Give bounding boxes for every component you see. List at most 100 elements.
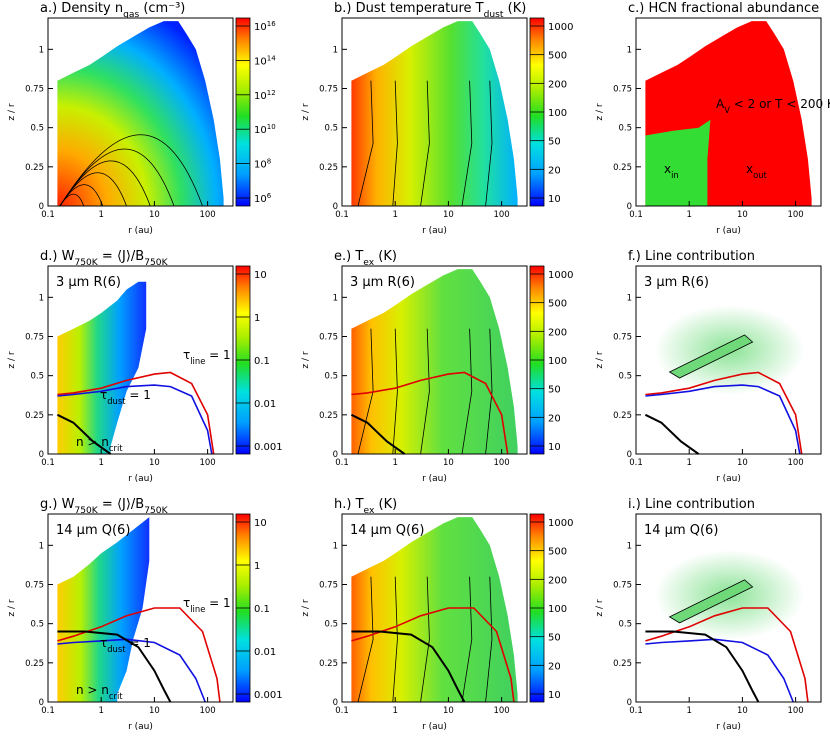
x-tick-label: 0.1 [629, 210, 643, 220]
line-label: 3 μm R(6) [644, 275, 709, 290]
tau-line-curve [57, 371, 215, 455]
y-tick-label: 0 [333, 698, 338, 708]
y-axis-label: z / r [595, 103, 605, 120]
colorbar-tick-label: 10 [254, 518, 267, 529]
axes-frame [47, 265, 234, 455]
temperature-contour [461, 328, 473, 455]
y-tick-label: 0.5 [324, 124, 338, 134]
heatmap-region [351, 517, 518, 702]
n-crit-label: n > ncrit [76, 683, 123, 701]
x-tick-label: 10 [443, 458, 454, 468]
y-tick-label: 1 [333, 293, 338, 303]
y-tick-label: 0 [627, 202, 632, 212]
axes-frame [47, 17, 234, 207]
tau-line-curve [645, 371, 803, 455]
x-tick-label: 100 [493, 706, 509, 716]
colorbar-tick-label: 0.1 [254, 356, 270, 367]
x-tick-label: 0.1 [335, 458, 349, 468]
colorbar-tick-label: 20 [548, 165, 561, 176]
tau-line-curve [57, 607, 221, 703]
density-contour [59, 134, 203, 207]
x-axis-label: r (au) [716, 722, 741, 732]
n-crit-curve [645, 630, 760, 703]
x-tick-label: 100 [199, 210, 215, 220]
annotation-x-in: xin [664, 162, 679, 180]
x-tick-label: 0.1 [41, 210, 55, 220]
temperature-contour [392, 80, 398, 207]
y-axis-label: z / r [7, 599, 17, 616]
temperature-contour [357, 80, 374, 207]
x-tick-label: 10 [737, 706, 748, 716]
x-axis-label: r (au) [422, 722, 447, 732]
tau-line-curve [645, 607, 809, 703]
y-axis-label: z / r [7, 103, 17, 120]
colorbar [235, 17, 251, 207]
n-crit-curve [644, 413, 700, 455]
colorbar-tick-label: 0.01 [254, 399, 276, 410]
colorbar-tick-label: 1016 [254, 20, 276, 33]
y-axis-label: z / r [301, 103, 311, 120]
colorbar-tick-label: 1 [254, 561, 260, 572]
axes-frame [635, 513, 822, 703]
annotation-x-out: xout [746, 162, 768, 180]
temperature-contour [461, 576, 473, 703]
y-tick-label: 0.75 [25, 581, 44, 591]
colorbar-tick-label: 50 [548, 385, 561, 396]
y-tick-label: 0.25 [319, 163, 338, 173]
heatmap-region [351, 21, 518, 206]
colorbar-tick-label: 10 [548, 690, 561, 701]
x-tick-label: 100 [787, 458, 803, 468]
colorbar-tick-label: 50 [548, 633, 561, 644]
tau-dust-label: τdust = 1 [100, 636, 151, 654]
y-tick-label: 0.75 [613, 333, 632, 343]
y-tick-label: 0.5 [618, 124, 632, 134]
tau-dust-curve [645, 384, 801, 455]
y-axis-label: z / r [301, 599, 311, 616]
y-tick-label: 0.5 [324, 620, 338, 630]
line-label: 3 μm R(6) [56, 275, 121, 290]
panel-title: f.) Line contribution [628, 249, 755, 264]
temperature-contour [392, 576, 398, 703]
colorbar-tick-label: 50 [548, 137, 561, 148]
y-tick-label: 0.5 [618, 620, 632, 630]
colorbar-tick-label: 1000 [548, 270, 573, 281]
colorbar-tick-label: 200 [548, 575, 567, 586]
x-tick-label: 1 [686, 210, 691, 220]
y-axis-label: z / r [7, 351, 17, 368]
temperature-contour [485, 328, 493, 455]
y-tick-label: 0.25 [613, 659, 632, 669]
x-tick-label: 1 [98, 706, 103, 716]
x-tick-label: 1 [98, 210, 103, 220]
y-tick-label: 1 [39, 45, 44, 55]
tau-line-label: τline = 1 [183, 596, 231, 614]
y-tick-label: 1 [627, 541, 632, 551]
colorbar-tick-label: 10 [548, 442, 561, 453]
colorbar-tick-label: 1000 [548, 518, 573, 529]
y-tick-label: 0.25 [25, 411, 44, 421]
tau-dust-curve [57, 638, 206, 703]
colorbar-tick-label: 100 [548, 356, 567, 367]
x-tick-label: 10 [737, 458, 748, 468]
colorbar-tick-label: 500 [548, 51, 567, 62]
line-label: 14 μm Q(6) [56, 523, 130, 538]
x-tick-label: 0.1 [335, 706, 349, 716]
x-tick-label: 10 [149, 210, 160, 220]
panel-c: c.) HCN fractional abundance AV < 2 or T … [595, 1, 830, 236]
axes-frame [635, 17, 822, 207]
y-tick-label: 0.75 [613, 581, 632, 591]
line-label: 3 μm R(6) [350, 275, 415, 290]
x-tick-label: 1 [392, 458, 397, 468]
x-tick-label: 10 [149, 706, 160, 716]
colorbar-tick-label: 10 [254, 270, 267, 281]
colorbar-tick-label: 20 [548, 413, 561, 424]
y-tick-label: 0.25 [613, 411, 632, 421]
y-tick-label: 0.5 [30, 620, 44, 630]
heatmap-region [57, 21, 224, 206]
y-tick-label: 1 [627, 45, 632, 55]
colorbar-tick-label: 1012 [254, 89, 276, 102]
colorbar-tick-label: 1 [254, 313, 260, 324]
y-tick-label: 0.75 [25, 85, 44, 95]
x-tick-label: 100 [493, 210, 509, 220]
y-tick-label: 1 [333, 45, 338, 55]
panel-title: d.) W750K = ⟨J⟩/B750K [40, 249, 169, 268]
